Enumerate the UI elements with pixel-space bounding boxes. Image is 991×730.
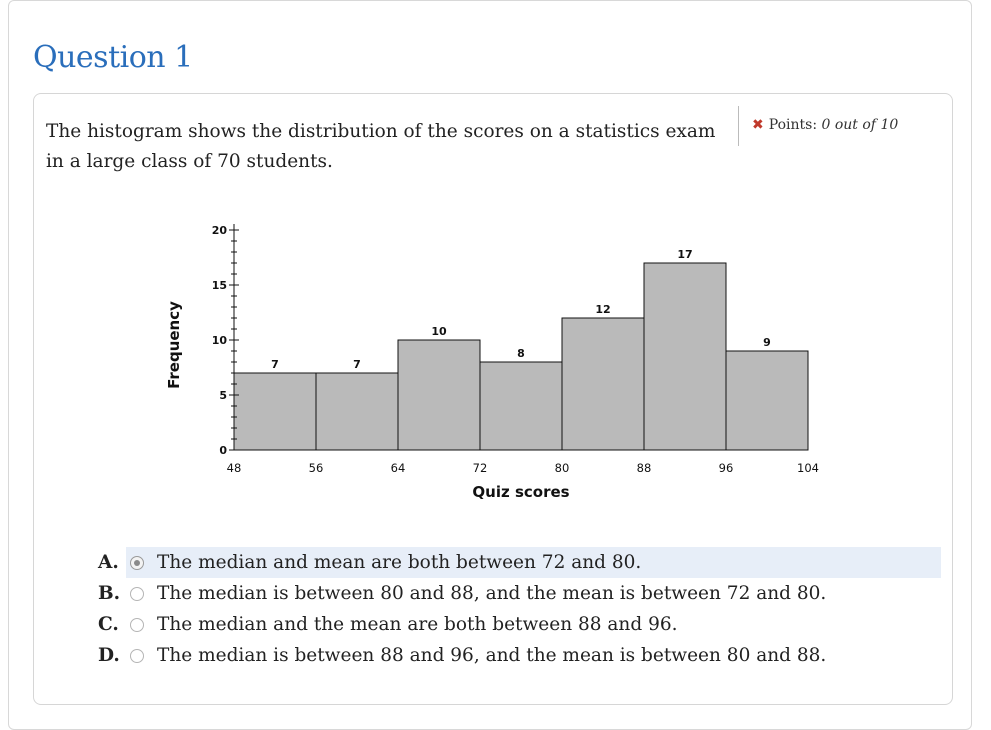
bar-value-label: 17 — [677, 248, 692, 261]
y-axis-title: Frequency — [165, 301, 183, 389]
bar-value-label: 12 — [595, 303, 610, 316]
y-tick-label: 5 — [219, 389, 227, 402]
choice-text: The median and the mean are both between… — [157, 614, 678, 635]
histogram-bar — [725, 350, 809, 451]
x-tick-label: 72 — [473, 461, 488, 475]
x-tick-label: 104 — [797, 461, 819, 475]
histogram-bar — [233, 372, 317, 451]
choice-letter: B. — [98, 583, 121, 604]
histogram-bar — [479, 361, 563, 451]
answer-choices: A. The median and mean are both between … — [98, 547, 941, 671]
answer-choice-b[interactable]: B. The median is between 80 and 88, and … — [98, 578, 941, 609]
points-status: ✖ Points: 0 out of 10 — [752, 117, 898, 133]
bar-value-label: 10 — [431, 325, 447, 338]
histogram-bar — [315, 372, 399, 451]
radio-button[interactable] — [130, 617, 144, 632]
answer-choice-a[interactable]: A. The median and mean are both between … — [98, 547, 941, 578]
choice-letter: D. — [98, 645, 120, 666]
x-tick-label: 48 — [227, 461, 242, 475]
y-tick-label: 0 — [219, 444, 227, 457]
x-tick-label: 88 — [637, 461, 652, 475]
choice-text: The median is between 88 and 96, and the… — [157, 645, 827, 666]
y-tick-label: 15 — [212, 279, 227, 292]
points-label: Points: — [768, 117, 818, 133]
radio-button[interactable] — [130, 586, 144, 601]
question-title: Question 1 — [33, 40, 193, 75]
x-tick-label: 80 — [555, 461, 570, 475]
answer-choice-c[interactable]: C. The median and the mean are both betw… — [98, 609, 941, 640]
x-axis-title: Quiz scores — [472, 483, 569, 501]
choice-text: The median is between 80 and 88, and the… — [157, 583, 827, 604]
points-value: 0 out of 10 — [821, 117, 899, 133]
histogram-bar — [561, 317, 645, 451]
histogram-bar — [397, 339, 481, 451]
x-tick-label: 56 — [309, 461, 324, 475]
bar-value-label: 7 — [271, 358, 279, 371]
bar-value-label: 7 — [353, 358, 361, 371]
y-tick-label: 10 — [212, 334, 228, 347]
bar-value-label: 9 — [763, 336, 771, 349]
x-tick-label: 64 — [391, 461, 406, 475]
x-icon: ✖ — [752, 117, 764, 133]
choice-letter: A. — [98, 552, 119, 573]
choice-letter: C. — [98, 614, 119, 635]
x-tick-label: 96 — [719, 461, 734, 475]
points-divider — [738, 106, 739, 146]
radio-button[interactable] — [130, 555, 144, 570]
y-tick-label: 20 — [212, 224, 228, 237]
selected-highlight — [126, 547, 941, 578]
question-prompt: The histogram shows the distribution of … — [46, 121, 716, 172]
choice-text: The median and mean are both between 72 … — [157, 552, 642, 573]
bar-value-label: 8 — [517, 347, 525, 360]
histogram-chart: 7 7 10 8 12 17 9 0 5 10 15 20 48 56 64 72 80 88 96 104 Quiz … — [165, 224, 819, 501]
radio-button[interactable] — [130, 648, 144, 663]
histogram-bar — [643, 262, 727, 451]
answer-choice-d[interactable]: D. The median is between 88 and 96, and … — [98, 640, 941, 671]
